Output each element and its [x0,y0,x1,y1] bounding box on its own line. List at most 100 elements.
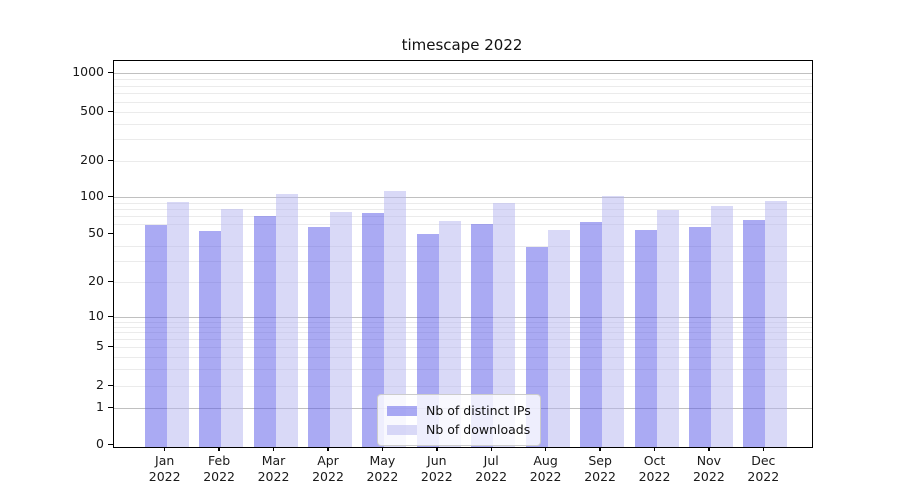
y-tick-label: 0 [96,436,104,451]
major-gridline [114,197,812,198]
chart-title: timescape 2022 [401,36,523,54]
minor-gridline [114,161,812,162]
minor-gridline [114,101,812,103]
x-tick-text: 2022 [529,469,562,484]
x-tick-text: 2022 [148,469,181,484]
legend-label-distinct-ips: Nb of distinct IPs [426,403,531,418]
x-tick-text: 2022 [366,469,399,484]
y-tick-label: 10 [88,308,104,323]
x-tick-label-jun: Jun 2022 [409,453,465,485]
x-tick-text: 2022 [747,469,780,484]
minor-gridline [114,123,812,125]
bar-ips-feb [199,230,222,447]
y-tick-label: 500 [80,103,104,118]
minor-gridline [114,321,812,323]
minor-gridline [114,216,812,217]
x-tick-text: Feb [208,453,231,468]
x-tick-label-oct: Oct 2022 [627,453,683,485]
x-tick-label-jul: Jul 2022 [463,453,519,485]
y-tick-label: 50 [88,225,104,240]
x-tick-text: 2022 [420,469,453,484]
minor-gridline [114,208,812,210]
x-tick-text: May [369,453,396,468]
x-tick-text: Jan [155,453,175,468]
legend-swatch-distinct-ips [387,405,417,416]
x-tick-label-feb: Feb 2022 [191,453,247,485]
y-tick-label: 1 [96,399,104,414]
bar-ips-jan [144,225,167,447]
x-tick-text: 2022 [638,469,671,484]
y-tick-label: 20 [88,273,104,288]
minor-gridline [114,339,812,341]
bar-downloads-jun [438,220,461,447]
minor-gridline [114,85,812,87]
bar-downloads-may [384,191,407,447]
x-tick-text: 2022 [257,469,290,484]
x-tick-text: Apr [317,453,339,468]
x-tick-text: 2022 [692,469,725,484]
bar-downloads-jul [493,202,516,447]
minor-gridline [114,245,812,247]
minor-gridline [114,368,812,370]
bar-downloads-feb [221,208,244,447]
minor-gridline [114,386,812,387]
minor-gridline [114,139,812,141]
bar-ips-mar [253,216,276,447]
minor-gridline [114,112,812,113]
y-tick-label: 200 [80,152,104,167]
bar-downloads-dec [765,200,788,447]
bar-ips-jul [471,224,494,447]
bar-downloads-oct [656,210,679,447]
bar-ips-oct [634,229,657,447]
x-tick-text: 2022 [312,469,344,484]
x-tick-label-mar: Mar 2022 [246,453,302,485]
minor-gridline [114,260,812,262]
minor-gridline [114,202,812,204]
bar-ips-apr [308,227,330,447]
major-gridline [114,317,812,318]
minor-gridline [114,326,812,328]
legend: Nb of distinct IPs Nb of downloads [377,394,541,446]
x-tick-text: 2022 [203,469,235,484]
minor-gridline [114,78,812,80]
grid-layer [114,61,812,447]
x-tick-label-apr: Apr 2022 [300,453,356,485]
bars-layer [114,61,812,447]
legend-swatch-downloads [387,424,417,435]
x-tick-label-aug: Aug 2022 [518,453,574,485]
y-tick-label: 1000 [72,64,104,79]
x-tick-label-dec: Dec 2022 [735,453,791,485]
bar-downloads-sep [602,195,625,447]
x-tick-text: Jul [483,453,499,468]
bar-downloads-jan [166,201,189,447]
minor-gridline [114,347,812,348]
minor-gridline [114,93,812,95]
x-tick-text: Oct [643,453,666,468]
bar-ips-jun [416,234,439,447]
bar-ips-sep [580,221,603,447]
x-tick-text: Sep [588,453,612,468]
bar-downloads-nov [710,205,733,447]
bar-downloads-apr [330,211,352,447]
minor-gridline [114,282,812,283]
x-tick-text: 2022 [584,469,616,484]
y-tick-label: 5 [96,338,104,353]
minor-gridline [114,224,812,226]
plot-area: Nb of distinct IPs Nb of downloads [113,60,813,448]
x-tick-label-nov: Nov 2022 [681,453,737,485]
major-gridline [114,73,812,74]
bar-ips-dec [743,220,766,447]
x-tick-text: Mar [261,453,286,468]
bar-downloads-mar [275,193,298,447]
legend-item-downloads: Nb of downloads [387,420,531,439]
bar-ips-may [362,213,385,447]
legend-label-downloads: Nb of downloads [426,422,531,437]
bar-downloads-aug [547,229,570,447]
x-tick-text: Nov [696,453,722,468]
y-tick-label: 2 [96,377,104,392]
x-tick-text: Dec [751,453,776,468]
x-tick-text: 2022 [475,469,508,484]
x-tick-text: Aug [533,453,558,468]
x-tick-label-may: May 2022 [354,453,410,485]
x-tick-label-sep: Sep 2022 [572,453,628,485]
